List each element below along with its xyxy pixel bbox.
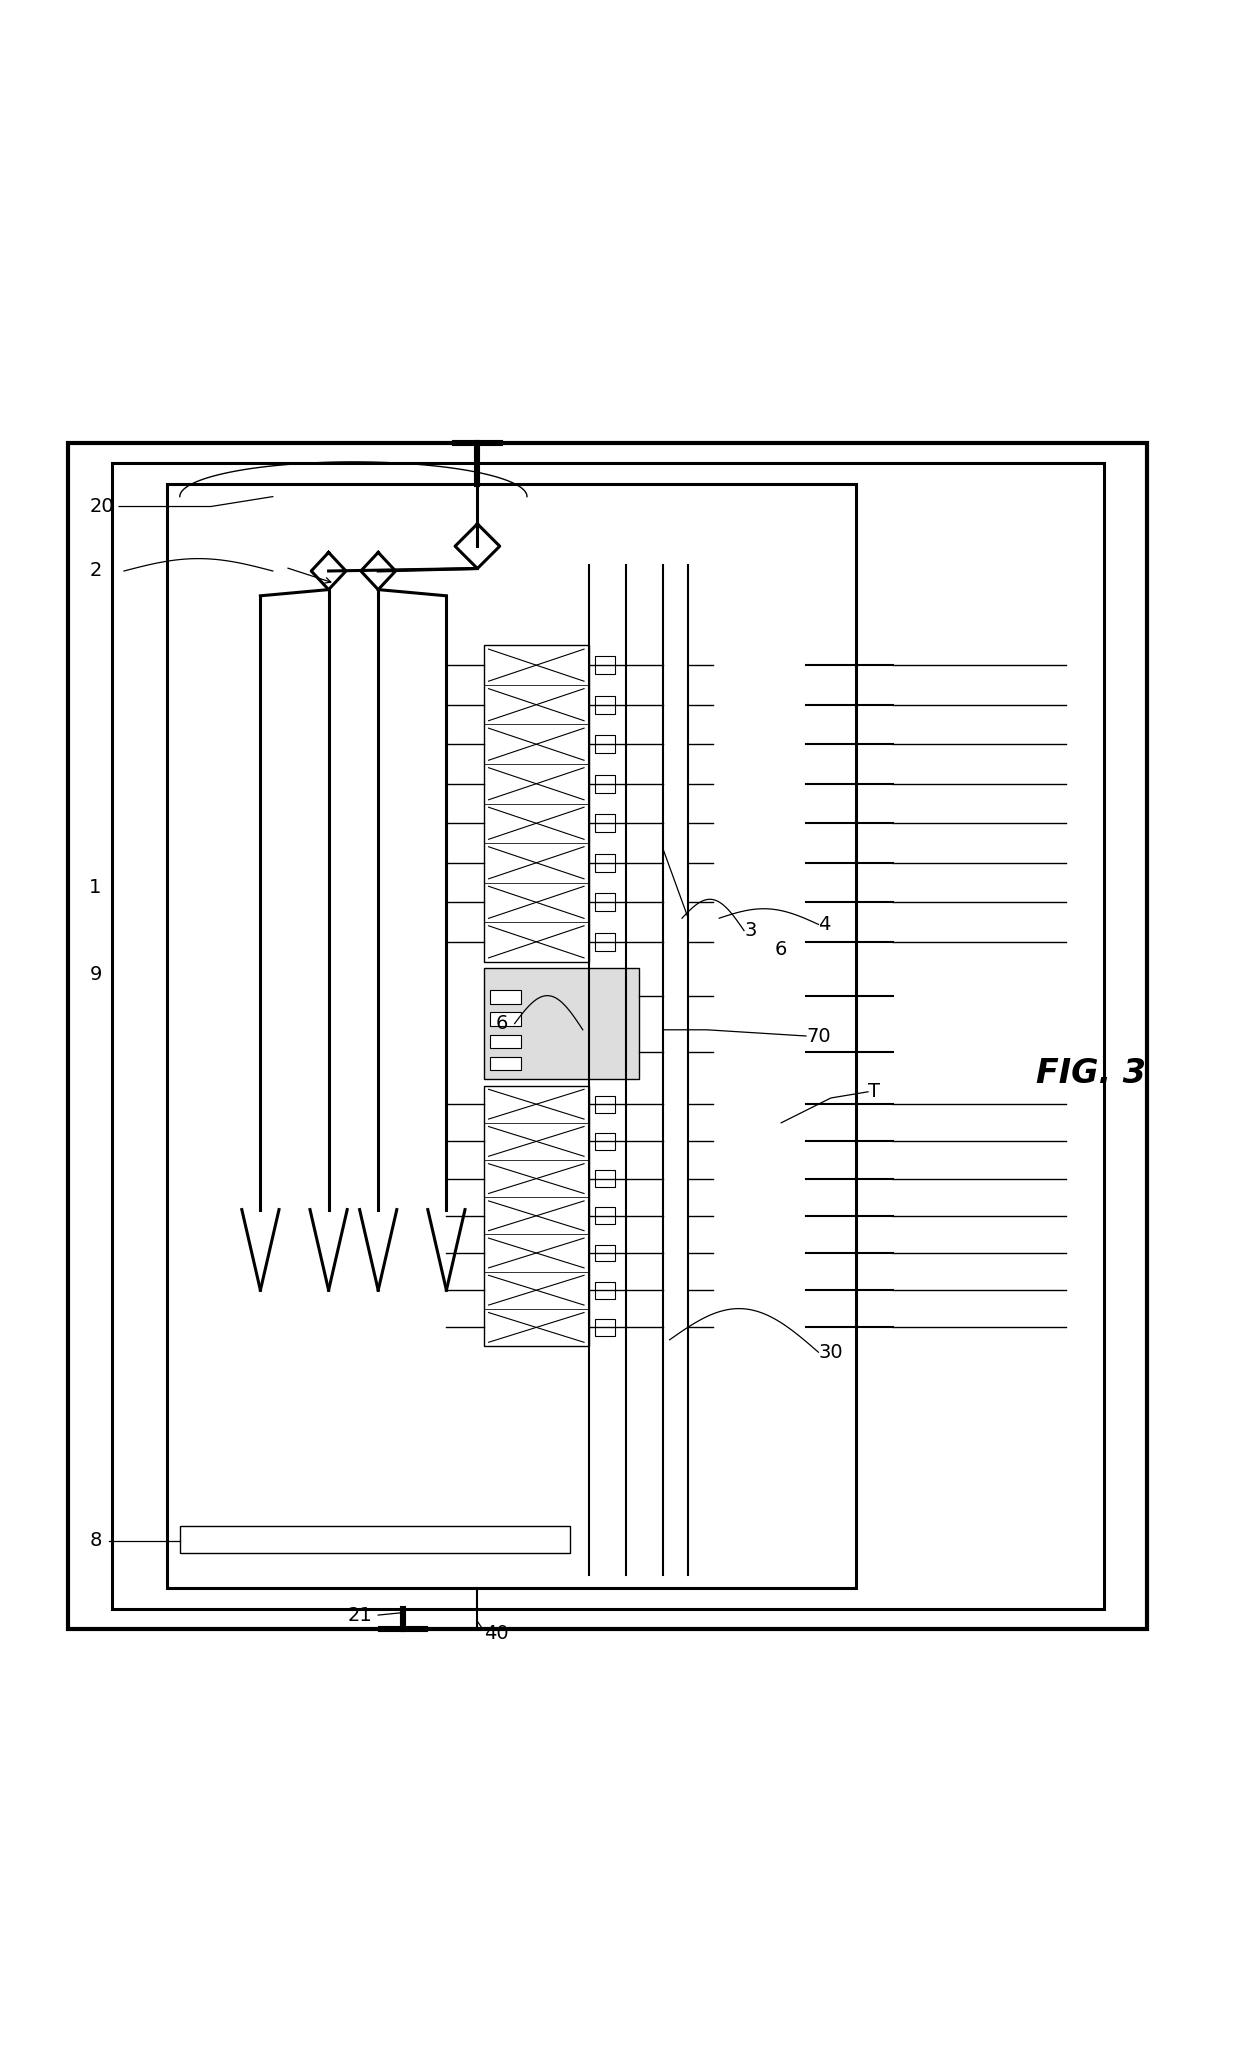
Text: 3: 3 [744,922,756,941]
FancyBboxPatch shape [490,990,521,1003]
Text: 30: 30 [818,1343,843,1361]
FancyBboxPatch shape [595,1320,615,1336]
Text: 6: 6 [496,1013,508,1034]
Text: 40: 40 [484,1624,508,1643]
Text: 1: 1 [89,879,102,897]
FancyBboxPatch shape [595,854,615,872]
Text: 4: 4 [818,916,831,934]
Text: 21: 21 [347,1606,372,1624]
FancyBboxPatch shape [595,1245,615,1262]
FancyBboxPatch shape [595,1096,615,1113]
FancyBboxPatch shape [490,1034,521,1048]
FancyBboxPatch shape [595,657,615,673]
Text: T: T [868,1082,880,1102]
FancyBboxPatch shape [595,1208,615,1225]
FancyBboxPatch shape [595,932,615,951]
Text: 9: 9 [89,963,102,984]
FancyBboxPatch shape [595,736,615,752]
FancyBboxPatch shape [490,1057,521,1071]
Text: 8: 8 [89,1531,102,1550]
FancyBboxPatch shape [595,1171,615,1187]
FancyBboxPatch shape [595,696,615,713]
FancyBboxPatch shape [484,968,639,1080]
Text: 2: 2 [89,562,102,580]
Text: 6: 6 [775,941,787,959]
FancyBboxPatch shape [490,1013,521,1026]
FancyBboxPatch shape [595,893,615,912]
FancyBboxPatch shape [595,1133,615,1150]
Text: 20: 20 [89,497,114,516]
FancyBboxPatch shape [595,1283,615,1299]
Text: 70: 70 [806,1026,831,1046]
Text: FIG. 3: FIG. 3 [1037,1057,1146,1090]
FancyBboxPatch shape [595,814,615,833]
FancyBboxPatch shape [595,775,615,794]
